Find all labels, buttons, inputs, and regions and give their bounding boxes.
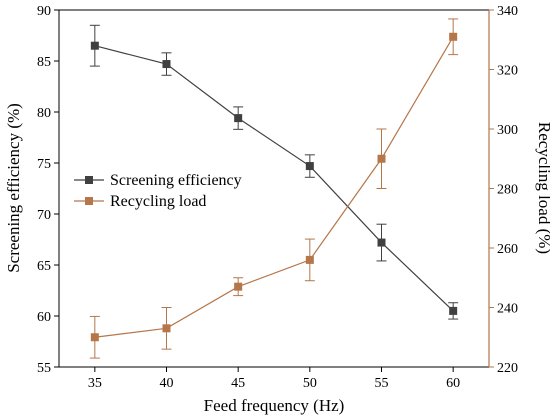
right-y-tick-label: 320 bbox=[497, 64, 518, 79]
data-point bbox=[449, 306, 458, 315]
data-point bbox=[162, 60, 171, 69]
left-y-tick-label: 85 bbox=[37, 55, 51, 70]
data-point bbox=[90, 41, 99, 50]
right-y-tick-label: 260 bbox=[497, 242, 518, 257]
left-y-tick-label: 65 bbox=[37, 259, 51, 274]
left-y-tick-label: 75 bbox=[37, 157, 51, 172]
legend-label-screening: Screening efficiency bbox=[110, 172, 242, 189]
x-tick-label: 60 bbox=[446, 376, 460, 391]
x-tick-label: 40 bbox=[160, 376, 174, 391]
legend-label-recycling: Recycling load bbox=[110, 193, 206, 210]
left-y-axis-title: Screening efficiency (%) bbox=[4, 103, 23, 273]
x-axis-ticks: 35 40 45 50 55 60 bbox=[88, 367, 460, 391]
series-line-screening-efficiency bbox=[94, 45, 454, 312]
data-point bbox=[377, 238, 386, 247]
right-y-tick-label: 300 bbox=[497, 123, 518, 138]
left-y-tick-label: 70 bbox=[37, 208, 51, 223]
right-y-tick-label: 240 bbox=[497, 302, 518, 317]
data-point bbox=[305, 255, 314, 264]
right-y-axis-ticks: 220 240 260 280 300 320 340 bbox=[489, 4, 518, 376]
series-layer bbox=[89, 18, 459, 359]
left-y-tick-label: 80 bbox=[37, 106, 51, 121]
right-y-tick-label: 220 bbox=[497, 361, 518, 376]
x-tick-label: 35 bbox=[88, 376, 102, 391]
x-tick-label: 45 bbox=[231, 376, 245, 391]
data-point bbox=[377, 154, 386, 163]
data-point bbox=[90, 333, 99, 342]
x-axis-title: Feed frequency (Hz) bbox=[204, 396, 345, 415]
left-y-axis-ticks: 55 60 65 70 75 80 85 90 bbox=[37, 4, 59, 376]
legend: Screening efficiency Recycling load bbox=[74, 172, 242, 210]
right-y-tick-label: 280 bbox=[497, 183, 518, 198]
data-point bbox=[234, 282, 243, 291]
left-y-tick-label: 90 bbox=[37, 4, 51, 19]
left-y-tick-label: 55 bbox=[37, 361, 51, 376]
data-point bbox=[449, 32, 458, 41]
series-recycling-load bbox=[89, 18, 459, 359]
data-point bbox=[162, 324, 171, 333]
legend-marker-recycling bbox=[85, 197, 93, 205]
x-tick-label: 55 bbox=[375, 376, 389, 391]
series-line-recycling-load bbox=[94, 36, 454, 338]
left-y-tick-label: 60 bbox=[37, 310, 51, 325]
right-y-axis-title: Recycling load (%) bbox=[535, 122, 550, 254]
data-point bbox=[234, 114, 243, 123]
legend-marker-screening bbox=[85, 176, 93, 184]
data-point bbox=[305, 162, 314, 171]
x-tick-label: 50 bbox=[303, 376, 317, 391]
right-y-tick-label: 340 bbox=[497, 4, 518, 19]
series-screening-efficiency bbox=[89, 24, 459, 320]
